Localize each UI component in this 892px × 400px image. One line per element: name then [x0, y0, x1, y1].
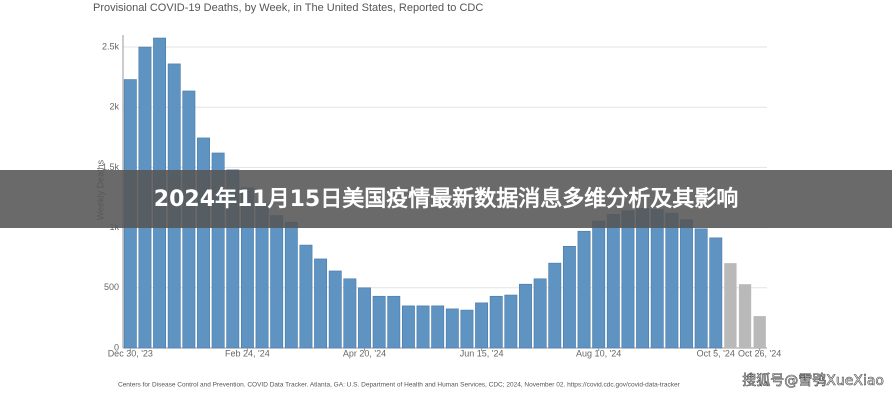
bar — [636, 208, 650, 349]
watermark: 搜狐号@雪鸮XueXiao — [742, 372, 884, 389]
bar — [504, 294, 518, 349]
bar — [680, 219, 693, 349]
bar — [650, 209, 664, 349]
bar — [401, 305, 415, 349]
bar — [753, 316, 766, 348]
bar — [358, 287, 371, 349]
bar — [548, 262, 562, 349]
bar — [460, 309, 474, 349]
y-tick-label: 1.5k — [102, 162, 120, 172]
bar — [197, 137, 210, 349]
bar — [606, 214, 620, 349]
bar — [475, 302, 489, 349]
x-tick-label: Dec 30, '23 — [108, 348, 153, 358]
x-tick-label: Feb 24, '24 — [225, 348, 270, 358]
headline-banner — [0, 170, 892, 228]
bar — [665, 212, 679, 349]
bar — [709, 237, 723, 349]
y-tick-label: 2k — [109, 102, 119, 112]
bar — [343, 278, 357, 349]
x-tick-label: Oct 26, '24 — [738, 348, 781, 358]
bar — [489, 295, 503, 349]
bar — [694, 228, 708, 349]
bar — [387, 295, 401, 349]
bar — [724, 263, 737, 348]
y-tick-label: 0 — [114, 342, 119, 352]
chart-title: Provisional COVID-19 Deaths, by Week, in… — [93, 2, 483, 14]
y-tick-label: 500 — [104, 282, 119, 292]
x-tick-label: Apr 20, '24 — [343, 348, 386, 358]
bar — [519, 283, 532, 349]
bar — [299, 244, 313, 349]
x-tick-label: Oct 5, '24 — [697, 348, 735, 358]
bar — [270, 215, 284, 349]
headline: 2024年11月15日美国疫情最新数据消息多维分析及其影响 — [154, 186, 738, 212]
bar — [416, 305, 430, 349]
x-tick-label: Jun 15, '24 — [460, 348, 504, 358]
bar — [592, 220, 606, 349]
bar — [621, 210, 635, 349]
x-tick-label: Aug 10, '24 — [576, 348, 621, 358]
bar — [372, 295, 386, 349]
bar — [738, 284, 752, 348]
source-note: Centers for Disease Control and Preventi… — [118, 382, 681, 389]
bar — [562, 245, 576, 349]
bar — [577, 230, 591, 349]
bar — [431, 305, 445, 349]
bar — [445, 308, 459, 349]
bar — [533, 278, 547, 349]
bar — [328, 270, 342, 349]
bar — [284, 221, 298, 349]
y-tick-label: 2.5k — [102, 41, 120, 51]
bar — [314, 258, 328, 349]
